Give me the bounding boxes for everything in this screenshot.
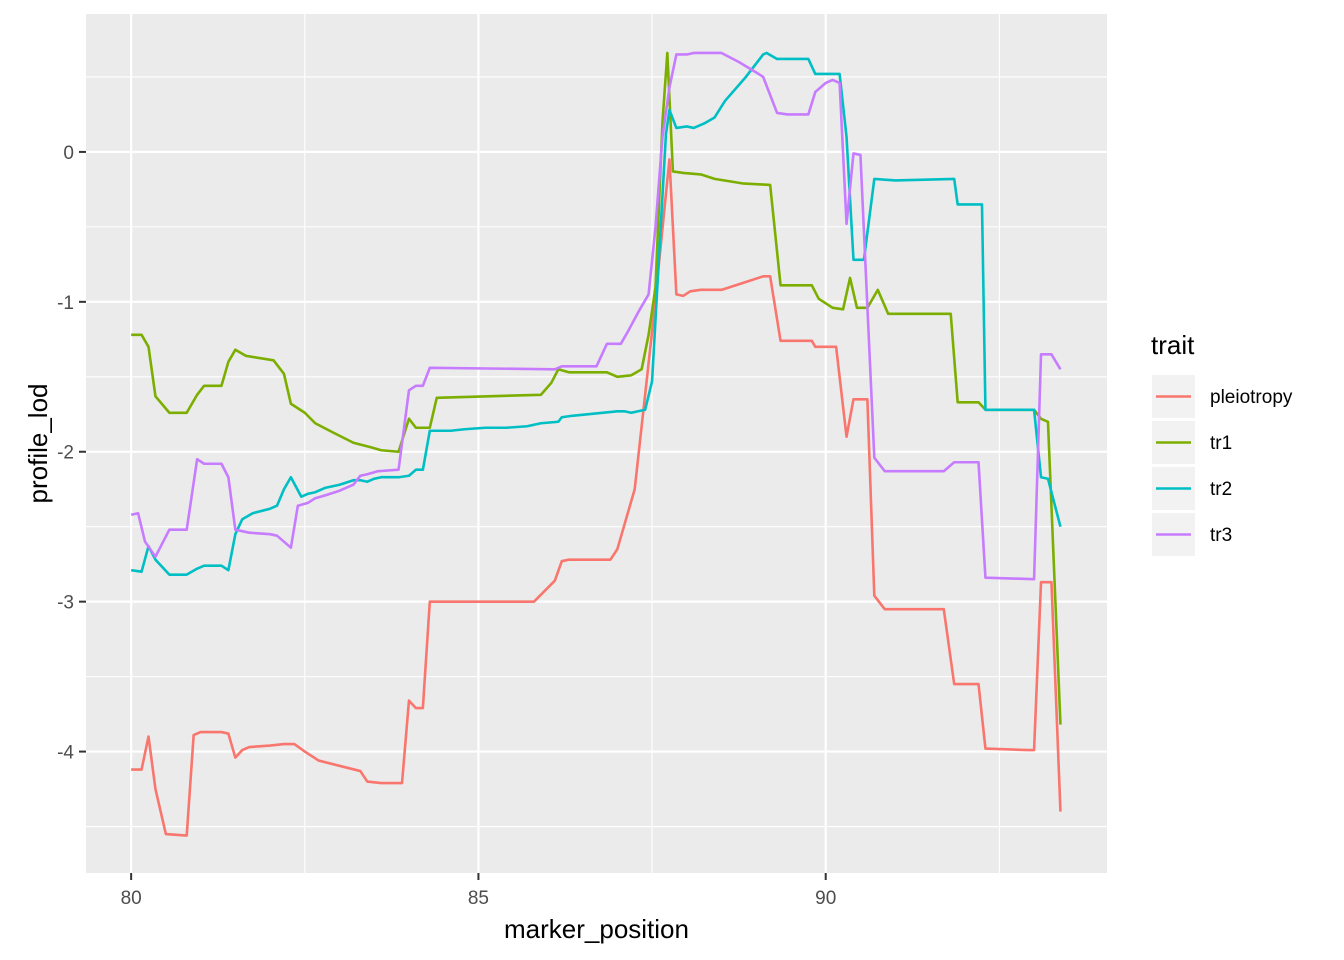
panel-background [86,14,1107,873]
y-tick-label: 0 [63,143,74,164]
series-line-tr2 [130,51,1062,576]
legend-label-tr1: tr1 [1210,433,1232,454]
x-axis-title: marker_position [504,914,689,944]
x-tick-label: 80 [121,888,142,909]
series-line-pleiotropy [131,158,1062,837]
series-line-tr1 [131,51,1062,725]
x-tick-label: 85 [468,888,489,909]
y-tick-label: -2 [57,443,74,464]
major-gridlines [86,14,1107,873]
y-tick-label: -1 [57,293,74,314]
legend-title: trait [1151,330,1195,360]
x-axis: 80 85 90 [121,873,836,909]
series-lines [130,51,1062,837]
minor-gridlines [86,14,1107,873]
x-tick-label: 90 [815,888,836,909]
legend-label-pleiotropy: pleiotropy [1210,387,1293,408]
y-axis-title: profile_lod [23,384,53,504]
series-line-tr3 [130,51,1062,581]
y-axis: -4 -3 -2 -1 0 [57,143,86,764]
legend: trait pleiotropy tr1 tr2 tr3 [1151,330,1293,556]
legend-label-tr2: tr2 [1210,479,1232,500]
legend-label-tr3: tr3 [1210,525,1232,546]
y-tick-label: -4 [57,743,74,764]
y-tick-label: -3 [57,593,74,614]
